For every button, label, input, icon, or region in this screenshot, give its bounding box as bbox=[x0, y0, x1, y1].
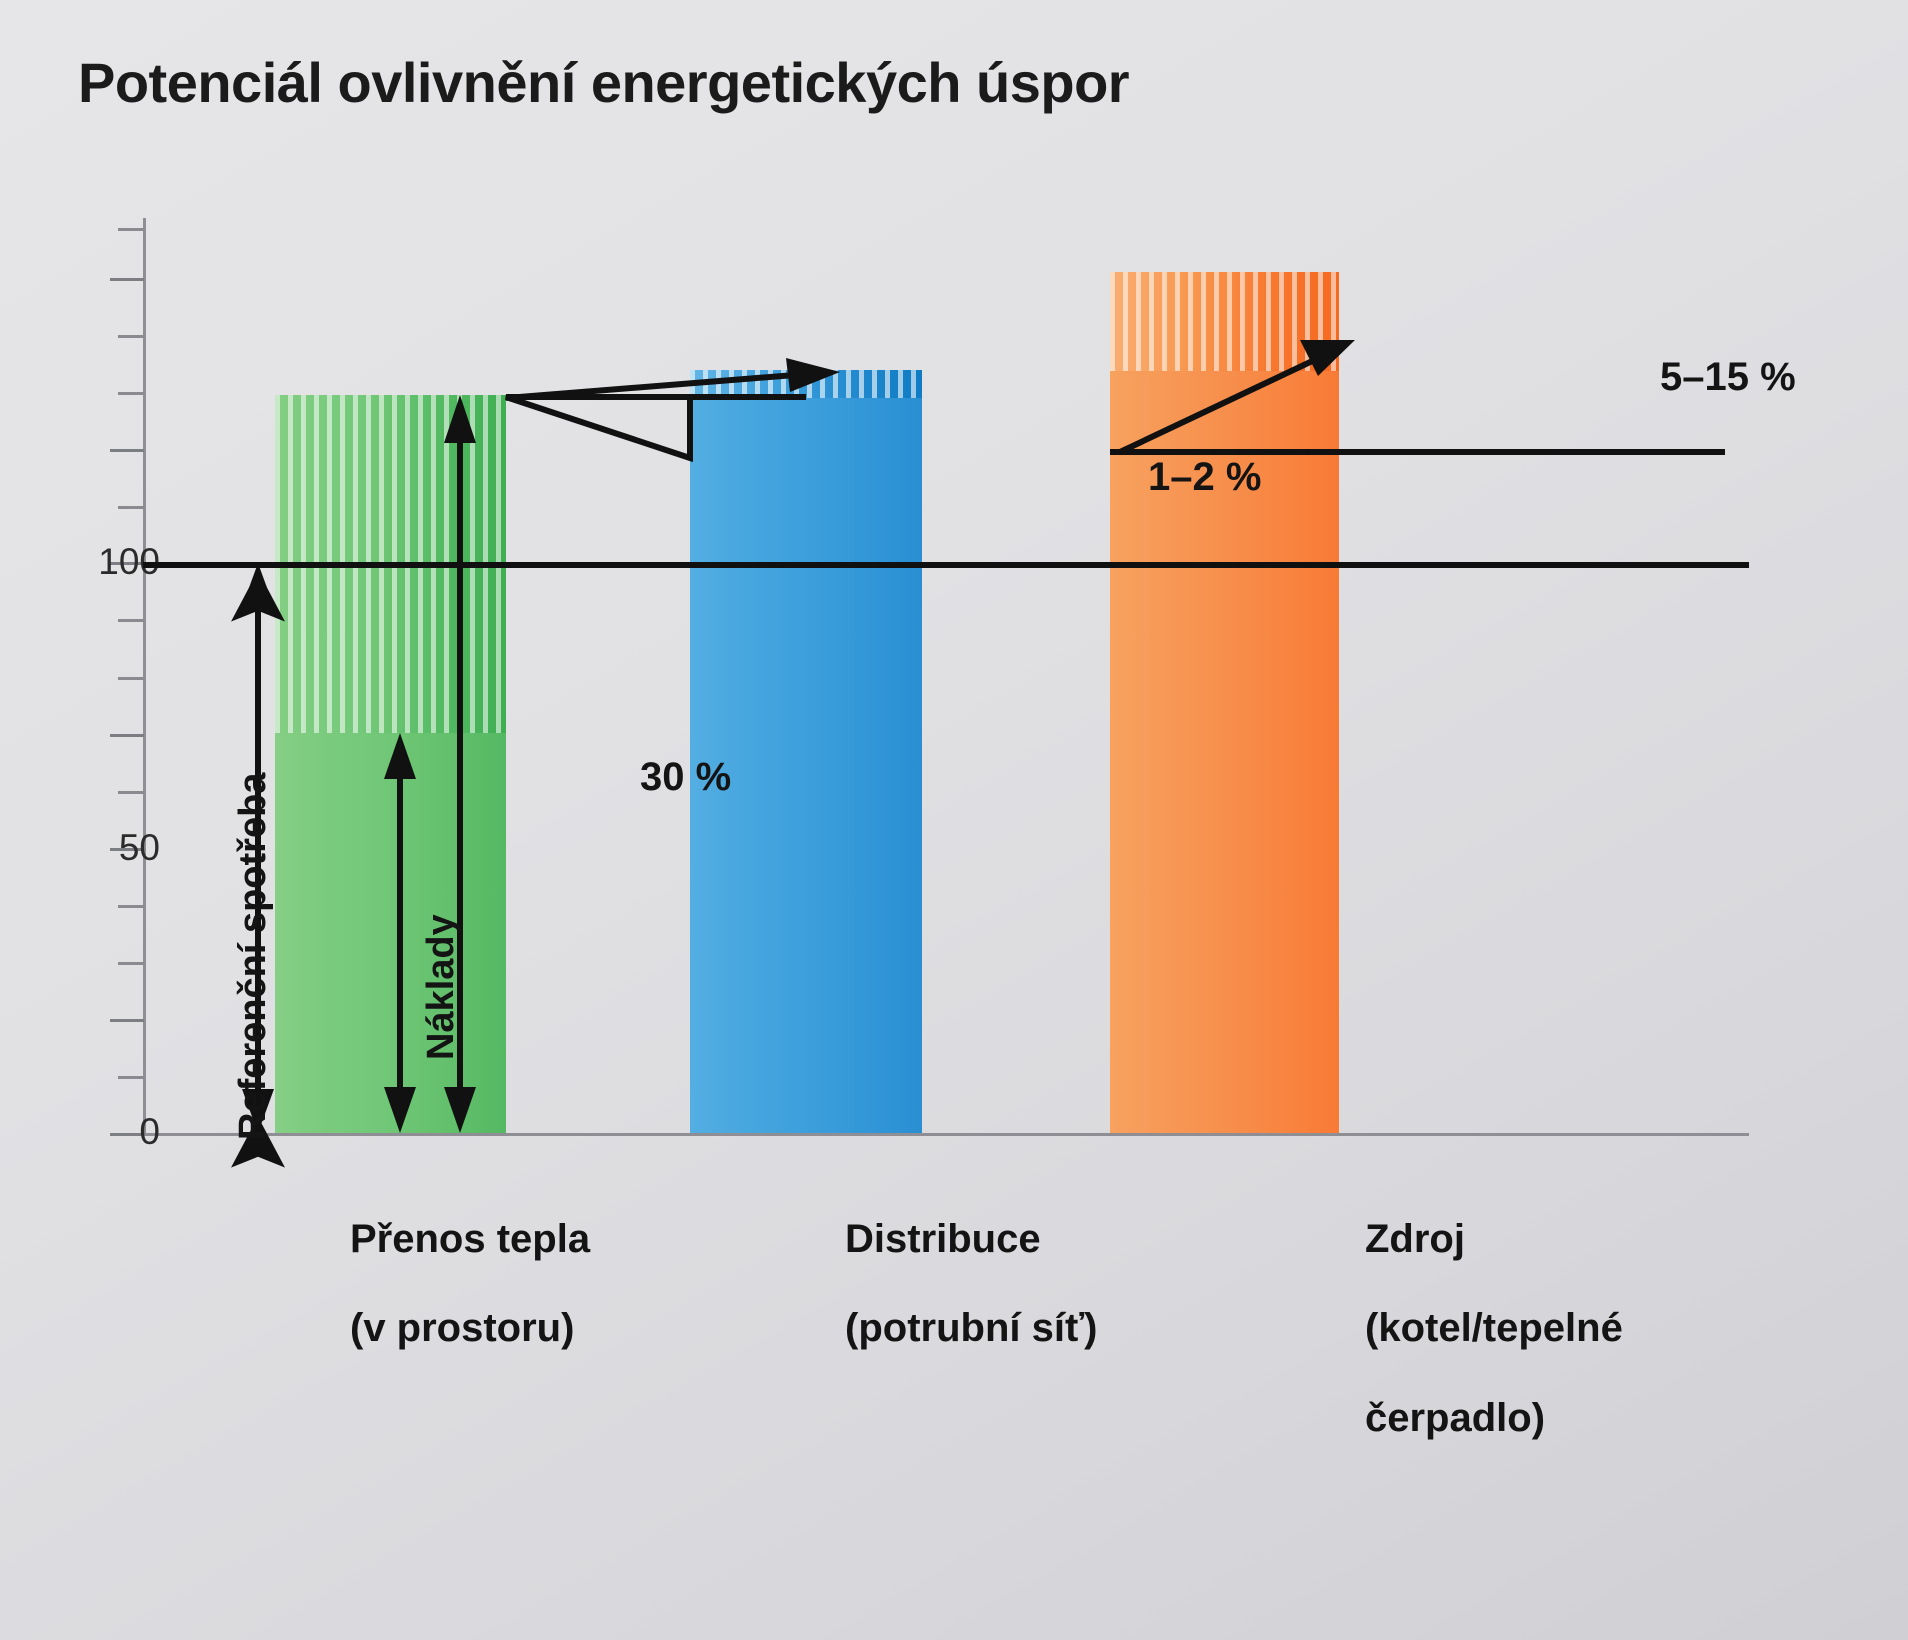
y-tick-minor bbox=[118, 335, 144, 338]
y-tick-major bbox=[110, 1019, 144, 1022]
y-tick-minor bbox=[118, 905, 144, 908]
y-tick-major bbox=[110, 278, 144, 281]
y-axis-line bbox=[143, 218, 146, 1135]
category-label-line1: Přenos tepla bbox=[350, 1216, 591, 1261]
category-label-line3: čerpadlo) bbox=[1365, 1395, 1546, 1440]
category-label-line2: (kotel/tepelné bbox=[1365, 1306, 1623, 1351]
y-tick-50 bbox=[110, 848, 144, 851]
y-tick-major bbox=[110, 734, 144, 737]
y-tick-label-50: 50 bbox=[118, 827, 160, 868]
y-tick-label-0: 0 bbox=[139, 1111, 160, 1152]
y-tick-label-100: 100 bbox=[98, 541, 160, 582]
bar-distribution[interactable] bbox=[690, 370, 922, 1133]
y-tick-minor bbox=[118, 619, 144, 622]
bar-source-savings-segment bbox=[1110, 272, 1339, 371]
category-label-heat-transfer: Přenos tepla (v prostoru) bbox=[350, 1172, 590, 1396]
label-heat-transfer-saving: 30 % bbox=[640, 755, 732, 799]
category-label-line1: Distribuce bbox=[845, 1216, 1041, 1261]
label-distribution-saving: 1–2 % bbox=[1148, 455, 1262, 499]
bar-distribution-savings-segment bbox=[690, 370, 922, 398]
y-tick-100 bbox=[110, 562, 144, 565]
bar-heat-transfer-base-segment bbox=[275, 733, 506, 1133]
bar-distribution-base-segment bbox=[690, 398, 922, 1133]
y-tick-minor bbox=[118, 506, 144, 509]
y-tick-minor bbox=[118, 962, 144, 965]
y-tick-minor bbox=[118, 228, 144, 231]
y-tick-0 bbox=[110, 1133, 144, 1136]
category-label-distribution: Distribuce (potrubní síť) bbox=[845, 1172, 1097, 1396]
label-costs: Náklady bbox=[420, 914, 462, 1060]
bar-source-base-segment bbox=[1110, 371, 1339, 1133]
category-label-line2: (v prostoru) bbox=[350, 1306, 575, 1351]
y-tick-minor bbox=[118, 791, 144, 794]
label-reference-consumption: Referenční spotřeba bbox=[232, 772, 274, 1140]
y-tick-minor bbox=[118, 392, 144, 395]
y-tick-minor bbox=[118, 677, 144, 680]
y-tick-minor bbox=[118, 1076, 144, 1079]
category-label-line1: Zdroj bbox=[1365, 1216, 1465, 1261]
y-tick-major bbox=[110, 449, 144, 452]
category-label-source: Zdroj (kotel/tepelné čerpadlo) bbox=[1365, 1172, 1623, 1486]
label-source-saving: 5–15 % bbox=[1660, 355, 1796, 399]
reference-line-100 bbox=[143, 562, 1749, 568]
x-axis-line bbox=[143, 1133, 1749, 1136]
bar-heat-transfer[interactable] bbox=[275, 395, 506, 1133]
page-title: Potenciál ovlivnění energetických úspor bbox=[78, 51, 1130, 114]
bar-source[interactable] bbox=[1110, 272, 1339, 1133]
category-label-line2: (potrubní síť) bbox=[845, 1306, 1098, 1351]
